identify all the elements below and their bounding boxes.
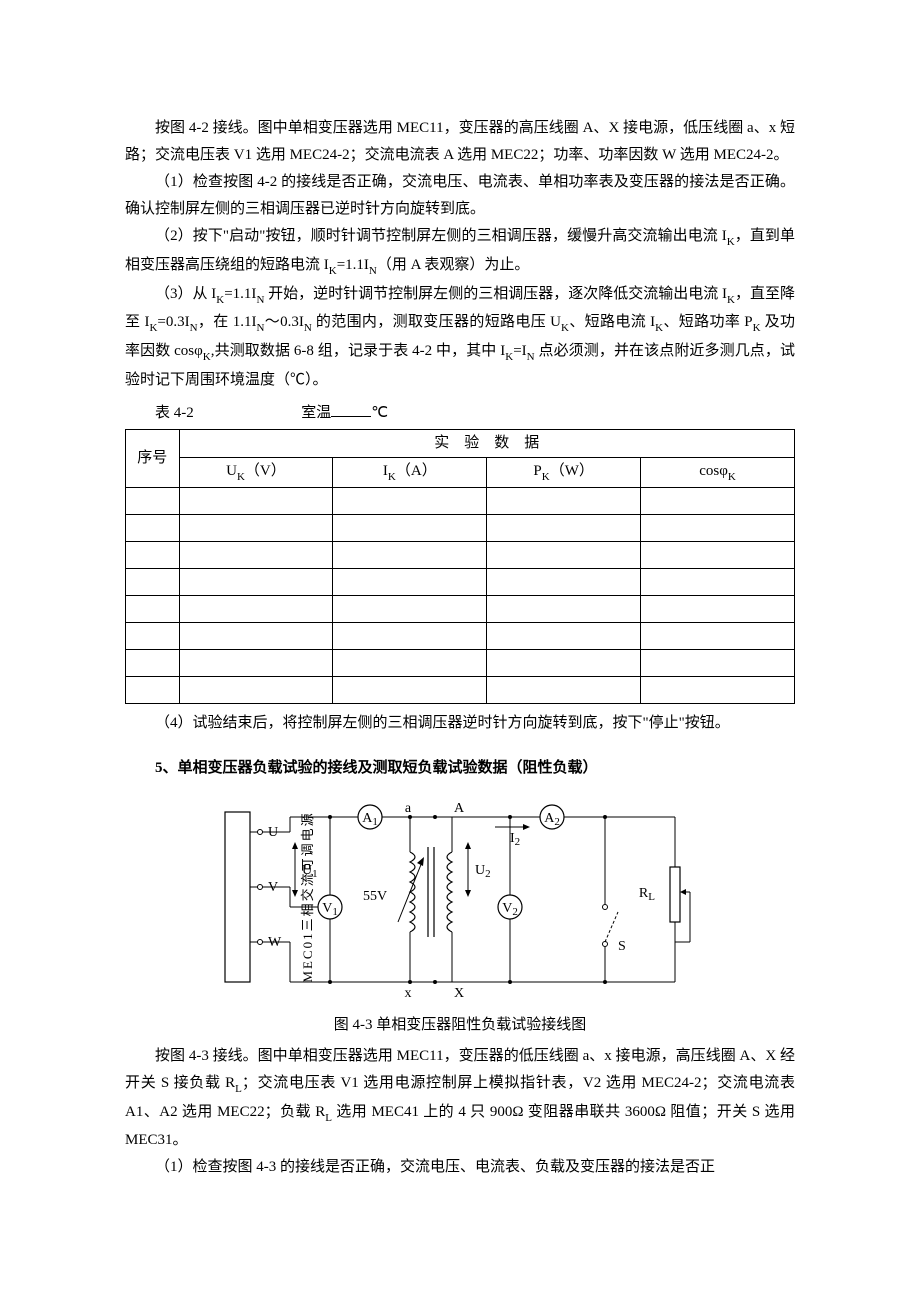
subscript: K: [149, 322, 157, 334]
svg-text:U2: U2: [475, 863, 491, 880]
text-fragment: （用 A 表观察）为止。: [377, 257, 530, 273]
subscript: N: [369, 265, 377, 277]
figure-caption: 图 4-3 单相变压器阻性负载试验接线图: [125, 1012, 795, 1039]
seq-header: 序号: [126, 429, 180, 487]
circuit-figure: MEC01三相交流可调电源 U V W A1 a U1 V1: [125, 792, 795, 1002]
text-fragment: ,共测取数据 6-8 组，记录于表 4-2 中，其中 I: [211, 343, 506, 359]
paragraph-intro: 按图 4-2 接线。图中单相变压器选用 MEC11，变压器的高压线圈 A、X 接…: [125, 115, 795, 169]
table-row: [126, 595, 795, 622]
data-header: 实 验 数 据: [179, 429, 794, 457]
text-fragment: 开始，逆时针调节控制屏左侧的三相调压器，逐次降低交流输出电流 I: [264, 286, 727, 302]
svg-text:55V: 55V: [363, 889, 387, 904]
subscript: K: [505, 351, 513, 363]
svg-text:I2: I2: [510, 831, 520, 848]
subscript: K: [655, 322, 663, 334]
subscript: L: [235, 1083, 242, 1095]
svg-text:S: S: [618, 939, 626, 954]
svg-text:V1: V1: [322, 901, 338, 918]
table-label: 表 4-2: [155, 405, 194, 421]
paragraph-step3: （3）从 IK=1.1IN 开始，逆时针调节控制屏左侧的三相调压器，逐次降低交流…: [125, 281, 795, 394]
col-header-ik: IK（A）: [333, 457, 487, 487]
table-row: [126, 622, 795, 649]
subscript: K: [727, 294, 735, 306]
table-row: [126, 487, 795, 514]
text-fragment: （3）从 I: [155, 286, 216, 302]
text-fragment: 、短路功率 P: [663, 314, 753, 330]
subscript: K: [727, 236, 735, 248]
subscript: N: [304, 322, 312, 334]
svg-text:X: X: [454, 986, 464, 1001]
table-row: [126, 676, 795, 703]
paragraph-fig-desc: 按图 4-3 接线。图中单相变压器选用 MEC11，变压器的低压线圈 a、x 接…: [125, 1043, 795, 1155]
text-fragment: ～0.3I: [264, 314, 303, 330]
text-fragment: ，在 1.1I: [198, 314, 257, 330]
text-fragment: 、短路电流 I: [569, 314, 655, 330]
subscript: K: [753, 322, 761, 334]
subscript: L: [325, 1112, 332, 1124]
subscript: N: [527, 351, 535, 363]
svg-text:x: x: [405, 986, 412, 1001]
col-header-pk: PK（W）: [487, 457, 641, 487]
blank-fill: [331, 416, 371, 417]
table-caption: 表 4-2 室温 ℃: [125, 400, 795, 427]
text-fragment: 的范围内，测取变压器的短路电压 U: [312, 314, 561, 330]
table-row: [126, 568, 795, 595]
table-row: [126, 649, 795, 676]
text-fragment: =0.3I: [157, 314, 189, 330]
paragraph-step4: （4）试验结束后，将控制屏左侧的三相调压器逆时针方向旋转到底，按下"停止"按钮。: [125, 710, 795, 737]
svg-text:RL: RL: [639, 886, 655, 903]
svg-text:MEC01三相交流可调电源: MEC01三相交流可调电源: [300, 811, 315, 982]
subscript: K: [561, 322, 569, 334]
paragraph-step2: （2）按下"启动"按钮，顺时针调节控制屏左侧的三相调压器，缓慢升高交流输出电流 …: [125, 223, 795, 281]
col-header-cos: cosφK: [641, 457, 795, 487]
svg-text:a: a: [405, 801, 412, 816]
paragraph-step1-check: （1）检查按图 4-3 的接线是否正确，交流电压、电流表、负载及变压器的接法是否…: [125, 1154, 795, 1181]
room-temp-label: 室温: [301, 405, 331, 421]
col-header-uk: UK（V）: [179, 457, 333, 487]
subscript: K: [216, 294, 224, 306]
table-header-row: 序号 实 验 数 据: [126, 429, 795, 457]
table-row: [126, 541, 795, 568]
text-fragment: =1.1I: [224, 286, 256, 302]
paragraph-step1: （1）检查按图 4-2 的接线是否正确，交流电压、电流表、单相功率表及变压器的接…: [125, 169, 795, 223]
subscript: N: [256, 322, 264, 334]
svg-text:A1: A1: [362, 811, 378, 828]
temp-unit: ℃: [371, 405, 388, 421]
table-subheader-row: UK（V） IK（A） PK（W） cosφK: [126, 457, 795, 487]
subscript: N: [190, 322, 198, 334]
section-5-title: 5、单相变压器负载试验的接线及测取短负载试验数据（阻性负载）: [125, 755, 795, 782]
text-fragment: =I: [513, 343, 526, 359]
data-table: 序号 实 验 数 据 UK（V） IK（A） PK（W） cosφK: [125, 429, 795, 704]
svg-text:A: A: [454, 801, 465, 816]
text-fragment: =1.1I: [337, 257, 369, 273]
svg-text:V2: V2: [502, 901, 518, 918]
subscript: N: [256, 294, 264, 306]
text-fragment: （2）按下"启动"按钮，顺时针调节控制屏左侧的三相调压器，缓慢升高交流输出电流 …: [155, 228, 727, 244]
svg-text:A2: A2: [544, 811, 560, 828]
subscript: K: [329, 265, 337, 277]
subscript: K: [203, 351, 211, 363]
svg-text:U1: U1: [302, 863, 318, 880]
table-row: [126, 514, 795, 541]
